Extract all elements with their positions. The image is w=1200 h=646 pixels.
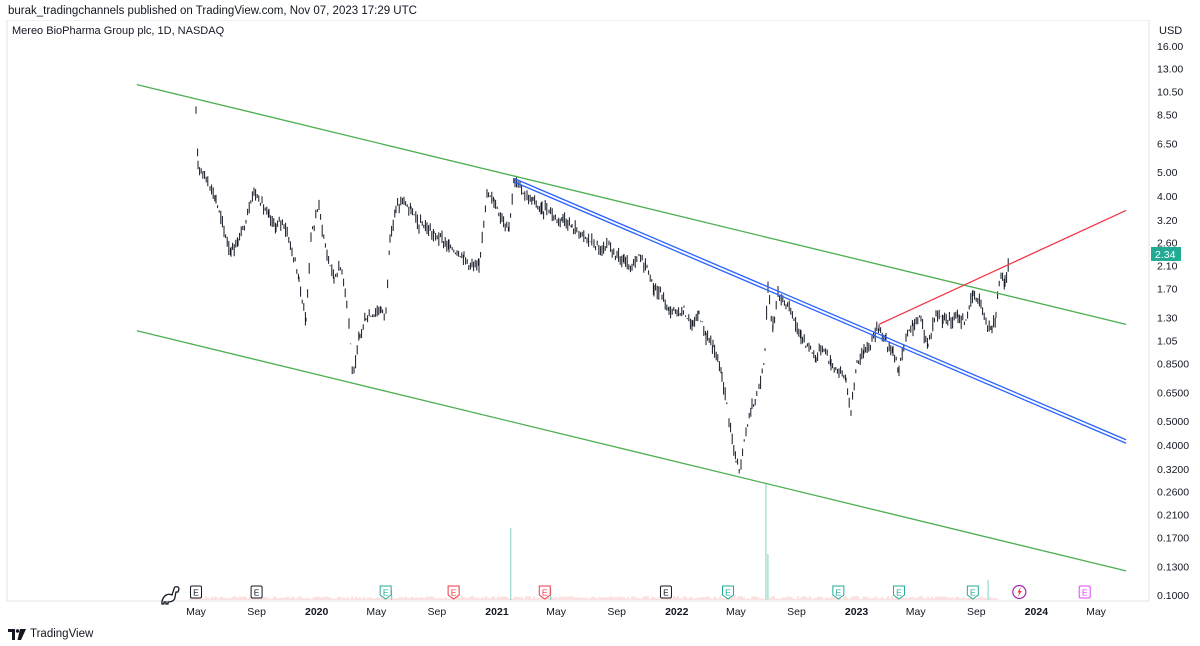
- channel-upper-line[interactable]: [136, 83, 1127, 326]
- volume-bars: [189, 596, 999, 600]
- candles-layer: [195, 106, 1009, 474]
- price-chart[interactable]: Mereo BioPharma Group plc, 1D, NASDAQ US…: [0, 20, 1200, 623]
- drawings-layer[interactable]: [136, 83, 1127, 572]
- lightning-icon[interactable]: [1012, 584, 1027, 600]
- time-tick-label: May: [726, 606, 747, 618]
- time-tick-label: May: [366, 606, 387, 618]
- time-tick-label: Sep: [607, 606, 626, 618]
- earnings-event-marker[interactable]: E: [659, 585, 672, 599]
- price-tick-label: 2.60: [1157, 238, 1178, 250]
- blue-resistance-line[interactable]: [513, 177, 1127, 441]
- earnings-event-label: E: [663, 588, 669, 598]
- tradingview-brand: TradingView: [30, 628, 94, 640]
- price-tick-label: 0.2100: [1157, 510, 1189, 522]
- price-tick-label: 4.00: [1157, 191, 1178, 203]
- time-tick-label: 2020: [305, 606, 329, 618]
- price-tick-label: 0.5000: [1157, 416, 1189, 428]
- last-price-badge-bg: [1151, 246, 1181, 261]
- channel-lower-line[interactable]: [136, 330, 1127, 572]
- currency-label: USD: [1159, 25, 1182, 37]
- publisher-line: burak_tradingchannels published on Tradi…: [8, 5, 417, 17]
- price-tick-label: 1.30: [1157, 313, 1178, 325]
- chart-background: [0, 20, 1200, 623]
- earnings-event-marker[interactable]: E: [190, 585, 202, 599]
- time-tick-label: Sep: [967, 606, 986, 618]
- earnings-event-label: E: [725, 588, 731, 598]
- last-price-value: 2.34: [1155, 249, 1176, 261]
- earnings-event-marker[interactable]: E: [722, 585, 735, 600]
- price-tick-label: 6.50: [1157, 138, 1178, 150]
- earnings-event-label: E: [896, 588, 902, 598]
- earnings-event-label: E: [970, 588, 976, 598]
- price-tick-label: 0.3200: [1157, 464, 1189, 476]
- price-tick-label: 0.1700: [1157, 533, 1189, 545]
- price-tick-label: 2.10: [1157, 261, 1178, 273]
- price-axis[interactable]: 16.0013.0010.508.506.505.004.003.202.602…: [1157, 41, 1189, 602]
- time-tick-label: 2023: [845, 606, 869, 618]
- time-axis[interactable]: May Sep 2020 May Sep 2021 May Sep 2022 May Sep 2023…: [186, 606, 1107, 618]
- time-tick-label: 2021: [485, 606, 509, 618]
- earnings-event-marker[interactable]: E: [966, 585, 979, 600]
- time-tick-label: May: [546, 606, 567, 618]
- price-tick-label: 3.20: [1157, 215, 1178, 227]
- price-tick-label: 0.1000: [1157, 590, 1189, 602]
- red-trend-line[interactable]: [878, 209, 1127, 326]
- chart-title: Mereo BioPharma Group plc, 1D, NASDAQ: [12, 25, 225, 37]
- earnings-event-marker[interactable]: E: [379, 585, 392, 600]
- earnings-event-marker[interactable]: E: [250, 585, 263, 599]
- time-tick-label: 2024: [1025, 606, 1049, 618]
- dino-icon: [161, 586, 180, 605]
- time-tick-label: 2022: [665, 606, 689, 618]
- price-tick-label: 0.8500: [1157, 359, 1189, 371]
- candle-wicks: [195, 106, 1009, 474]
- earnings-event-label: E: [542, 588, 548, 598]
- earnings-event-label: E: [836, 588, 842, 598]
- price-tick-label: 0.4000: [1157, 440, 1189, 452]
- earnings-event-marker[interactable]: E: [892, 585, 905, 600]
- price-tick-label: 0.1300: [1157, 562, 1189, 574]
- blue-resistance-line-parallel[interactable]: [513, 181, 1127, 444]
- earnings-event-marker[interactable]: E: [447, 585, 460, 600]
- earnings-event-marker[interactable]: E: [1078, 585, 1091, 599]
- tradingview-footer[interactable]: TradingView: [8, 626, 93, 642]
- tradingview-logo-icon: [8, 628, 26, 640]
- price-tick-label: 0.6500: [1157, 388, 1189, 400]
- last-price-badge: 2.34: [1151, 246, 1181, 261]
- price-tick-label: 1.70: [1157, 284, 1178, 296]
- price-tick-label: 8.50: [1157, 109, 1178, 121]
- earnings-event-label: E: [451, 588, 457, 598]
- earnings-event-label: E: [1082, 588, 1088, 598]
- earnings-event-marker[interactable]: E: [832, 585, 845, 600]
- time-tick-label: Sep: [787, 606, 806, 618]
- time-tick-label: May: [186, 606, 207, 618]
- price-tick-label: 16.00: [1157, 41, 1183, 53]
- price-tick-label: 0.2600: [1157, 487, 1189, 499]
- price-tick-label: 10.50: [1157, 87, 1183, 99]
- price-tick-label: 1.05: [1157, 336, 1178, 348]
- time-tick-label: May: [1086, 606, 1107, 618]
- earnings-event-marker[interactable]: E: [538, 585, 551, 600]
- price-tick-label: 5.00: [1157, 167, 1178, 179]
- earnings-event-label: E: [254, 588, 260, 598]
- time-tick-label: Sep: [247, 606, 266, 618]
- earnings-event-label: E: [383, 588, 389, 598]
- volume-layer: [189, 484, 999, 600]
- price-tick-label: 13.00: [1157, 63, 1183, 75]
- earnings-event-label: E: [193, 588, 199, 598]
- time-tick-label: May: [906, 606, 927, 618]
- time-tick-label: Sep: [428, 606, 447, 618]
